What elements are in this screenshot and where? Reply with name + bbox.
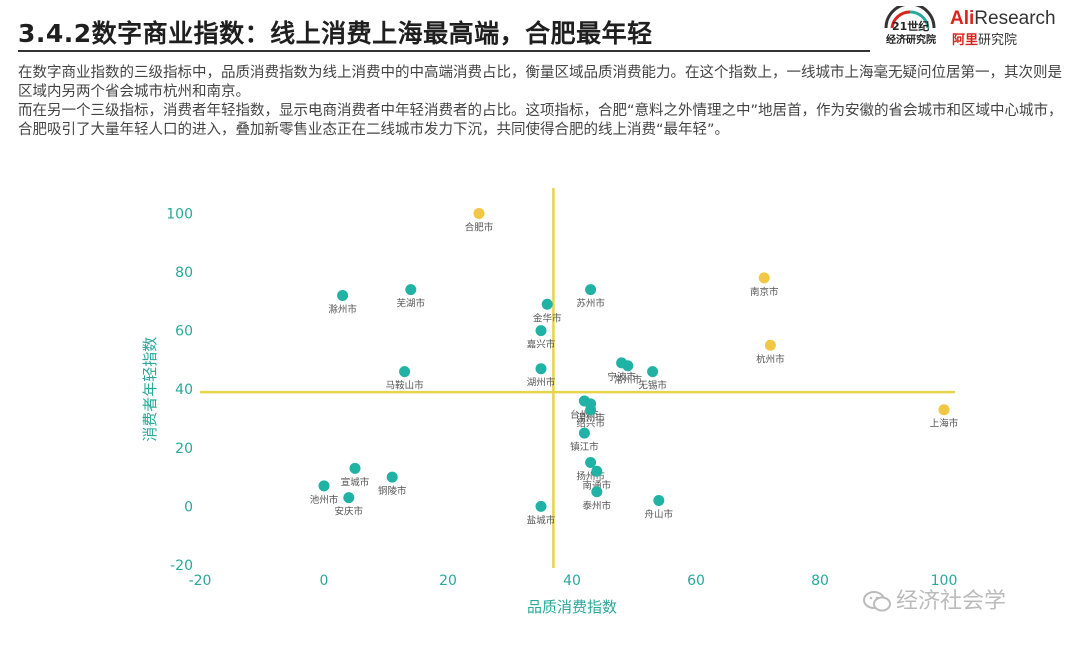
data-point-label: 温州市 xyxy=(576,412,605,424)
data-point xyxy=(622,360,634,372)
data-point xyxy=(764,339,776,351)
description-paragraph-1: 在数字商业指数的三级指标中，品质消费指数为线上消费中的中高端消费占比，衡量区域品… xyxy=(18,65,1062,100)
data-point-label: 滁州市 xyxy=(328,303,357,315)
aliresearch-subtitle: 阿里研究院 xyxy=(952,29,1017,48)
data-point xyxy=(473,207,485,219)
data-point-label: 杭州市 xyxy=(756,353,785,365)
data-point xyxy=(653,495,665,507)
data-point-label: 南通市 xyxy=(583,479,612,491)
title-divider xyxy=(18,50,870,52)
y-tick-label: 40 xyxy=(175,382,193,398)
x-tick-label: 40 xyxy=(563,573,581,589)
data-point xyxy=(318,480,330,492)
x-tick-label: -20 xyxy=(189,573,212,589)
data-point xyxy=(535,500,547,512)
aliresearch-wordmark: AliResearch xyxy=(950,8,1056,30)
data-point xyxy=(535,363,547,375)
y-tick-label: 0 xyxy=(184,499,193,515)
data-point-label: 镇江市 xyxy=(570,441,599,453)
data-point-label: 芜湖市 xyxy=(397,298,426,310)
data-point-label: 马鞍山市 xyxy=(386,380,425,392)
y-tick-label: -20 xyxy=(170,558,193,574)
data-point-label: 金华市 xyxy=(533,312,562,324)
data-point xyxy=(591,465,603,477)
data-point xyxy=(758,272,770,284)
data-point-label: 宁波市 xyxy=(607,371,636,383)
y-axis-label: 消费者年轻指数 xyxy=(141,337,159,442)
logo-aliresearch: AliResearch 阿里研究院 xyxy=(950,8,1070,48)
data-point xyxy=(386,471,398,483)
data-point-label: 常州市 xyxy=(614,374,643,386)
reference-lines xyxy=(200,188,955,568)
data-point xyxy=(585,404,597,416)
x-axis-label: 品质消费指数 xyxy=(527,598,617,616)
logo-21-line1: 21世纪 xyxy=(892,20,930,33)
data-point xyxy=(405,284,417,296)
data-point xyxy=(541,298,553,310)
data-point-label: 绍兴市 xyxy=(576,418,605,430)
description: 在数字商业指数的三级指标中，品质消费指数为线上消费中的中高端消费占比，衡量区域品… xyxy=(18,64,1063,140)
data-point-label: 舟山市 xyxy=(645,509,674,521)
data-point-label: 泰州市 xyxy=(583,500,612,512)
x-tick-label: 100 xyxy=(931,573,958,589)
description-paragraph-2: 而在另一个三级指标，消费者年轻指数，显示电商消费者中年轻消费者的占比。这项指标，… xyxy=(18,103,1063,138)
data-point-label: 上海市 xyxy=(930,418,959,430)
data-point-label: 无锡市 xyxy=(638,380,667,392)
data-point-label: 合肥市 xyxy=(465,221,494,233)
y-tick-label: 20 xyxy=(175,441,193,457)
data-point-label: 池州市 xyxy=(310,494,339,506)
ali-sub-rest: 研究院 xyxy=(978,33,1018,48)
data-point xyxy=(938,404,950,416)
data-point xyxy=(591,486,603,498)
watermark: 经济社会学 xyxy=(862,583,1006,615)
x-tick-label: 0 xyxy=(320,573,329,589)
x-tick-label: 20 xyxy=(439,573,457,589)
data-point-label: 湖州市 xyxy=(527,377,556,389)
data-point-label: 宣城市 xyxy=(341,476,370,488)
data-point-label: 铜陵市 xyxy=(378,485,407,497)
data-point-label: 南京市 xyxy=(750,286,779,298)
watermark-text: 经济社会学 xyxy=(896,589,1007,614)
data-point-label: 苏州市 xyxy=(576,298,605,310)
data-point xyxy=(585,284,597,296)
data-point xyxy=(337,289,349,301)
data-point xyxy=(535,325,547,337)
ali-brand-red: Ali xyxy=(950,8,975,29)
x-tick-label: 60 xyxy=(687,573,705,589)
page-title: 3.4.2数字商业指数：线上消费上海最高端，合肥最年轻 xyxy=(18,19,653,48)
wechat-icon xyxy=(863,591,891,612)
y-tick-label: 60 xyxy=(175,324,193,340)
data-point-label: 嘉兴市 xyxy=(527,339,556,351)
data-point xyxy=(349,462,361,474)
axis-ticks: -20 0 20 40 60 80 100 -20 0 20 40 60 80 100 xyxy=(166,206,957,589)
data-point xyxy=(578,427,590,439)
y-tick-label: 80 xyxy=(175,265,193,281)
x-tick-label: 80 xyxy=(811,573,829,589)
data-point xyxy=(585,456,597,468)
data-point xyxy=(399,366,411,378)
data-point-label: 盐城市 xyxy=(527,514,556,526)
data-point-label: 安庆市 xyxy=(335,506,364,518)
y-tick-label: 100 xyxy=(166,206,193,222)
ali-brand-rest: Research xyxy=(974,8,1056,29)
ali-sub-red: 阿里 xyxy=(952,33,979,48)
data-point xyxy=(647,366,659,378)
data-point xyxy=(343,492,355,504)
logo-21-line2: 经济研究院 xyxy=(886,35,936,46)
